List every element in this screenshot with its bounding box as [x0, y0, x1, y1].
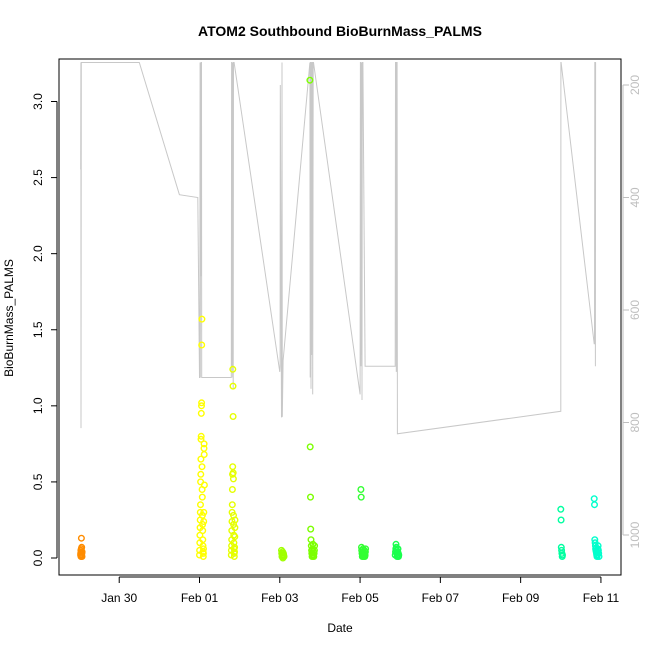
y-tick-label: 1.0 — [31, 397, 45, 414]
data-point — [229, 365, 237, 373]
data-point — [590, 495, 598, 503]
plot-frame — [58, 58, 622, 576]
data-point — [197, 432, 205, 440]
data-point — [595, 553, 603, 561]
data-points — [77, 76, 603, 562]
y-tick-label: 0.5 — [31, 473, 45, 490]
y-tick-label: 2.0 — [31, 245, 45, 262]
data-point — [595, 549, 603, 557]
data-point — [231, 524, 239, 532]
data-point — [78, 548, 86, 556]
y2-tick-label: 1000 — [628, 521, 642, 548]
data-point — [310, 549, 318, 557]
data-point — [200, 440, 208, 448]
x-tick-label: Feb 07 — [422, 591, 460, 605]
data-point — [231, 516, 239, 524]
x-axis-label: Date — [327, 621, 353, 635]
data-point — [307, 493, 315, 501]
data-point — [229, 463, 237, 471]
data-point — [311, 542, 319, 550]
data-point — [229, 413, 237, 421]
data-point — [228, 486, 236, 494]
y-tick-label: 1.5 — [31, 321, 45, 338]
data-point — [362, 545, 370, 553]
data-point — [77, 534, 85, 542]
data-point — [594, 542, 602, 550]
data-point — [591, 501, 599, 509]
x-tick-label: Feb 09 — [502, 591, 540, 605]
chart-title: ATOM2 Southbound BioBurnMass_PALMS — [198, 23, 482, 39]
data-point — [228, 501, 236, 509]
data-point — [230, 548, 238, 556]
data-point — [200, 508, 208, 516]
data-point — [78, 553, 86, 561]
data-point — [361, 548, 369, 556]
y-tick-label: 0.0 — [31, 549, 45, 566]
data-point — [307, 525, 315, 533]
data-point — [395, 551, 403, 559]
y-axis-label: BioBurnMass_PALMS — [2, 259, 16, 377]
y2-tick-label: 800 — [628, 412, 642, 432]
data-point — [231, 533, 239, 541]
x-tick-label: Feb 11 — [583, 591, 620, 605]
data-point — [197, 402, 205, 410]
x-tick-label: Feb 03 — [261, 591, 299, 605]
y2-tick-label: 200 — [628, 75, 642, 95]
data-point — [197, 470, 205, 478]
data-point — [200, 451, 208, 459]
data-point — [200, 481, 208, 489]
data-point — [198, 463, 206, 471]
y-tick-label: 3.0 — [31, 93, 45, 110]
y-tick-label: 2.5 — [31, 169, 45, 186]
data-point — [229, 382, 237, 390]
data-point — [199, 549, 207, 557]
right-altitude-axis: 200 400 600 800 1000 — [622, 75, 642, 548]
data-point — [306, 76, 314, 84]
data-point — [357, 493, 365, 501]
data-point — [357, 486, 365, 494]
data-point — [197, 409, 205, 417]
data-point — [198, 399, 206, 407]
data-point — [197, 435, 205, 443]
data-point — [199, 545, 207, 553]
data-point — [306, 443, 314, 451]
y2-tick-label: 600 — [628, 300, 642, 320]
data-point — [198, 493, 206, 501]
data-point — [200, 518, 208, 526]
x-tick-label: Feb 05 — [341, 591, 379, 605]
data-point — [559, 551, 567, 559]
altitude-line — [80, 62, 597, 435]
data-point — [199, 527, 207, 535]
data-point — [280, 553, 288, 561]
data-point — [310, 546, 318, 554]
data-point — [229, 475, 237, 483]
y-axis: 0.0 0.5 1.0 1.5 2.0 2.5 3.0 — [31, 93, 58, 566]
altitude-profile — [80, 62, 597, 435]
data-point — [557, 516, 565, 524]
y2-tick-label: 400 — [628, 187, 642, 207]
data-point — [230, 553, 238, 561]
data-point — [196, 501, 204, 509]
data-point — [198, 315, 206, 323]
x-tick-label: Feb 01 — [181, 591, 219, 605]
data-point — [309, 540, 317, 548]
data-point — [231, 543, 239, 551]
data-point — [557, 505, 565, 513]
x-tick-label: Jan 30 — [101, 591, 137, 605]
data-point — [197, 455, 205, 463]
data-point — [198, 341, 206, 349]
data-point — [199, 553, 207, 561]
x-axis: Jan 30 Feb 01 Feb 03 Feb 05 Feb 07 Feb 09 Feb … — [101, 576, 620, 605]
